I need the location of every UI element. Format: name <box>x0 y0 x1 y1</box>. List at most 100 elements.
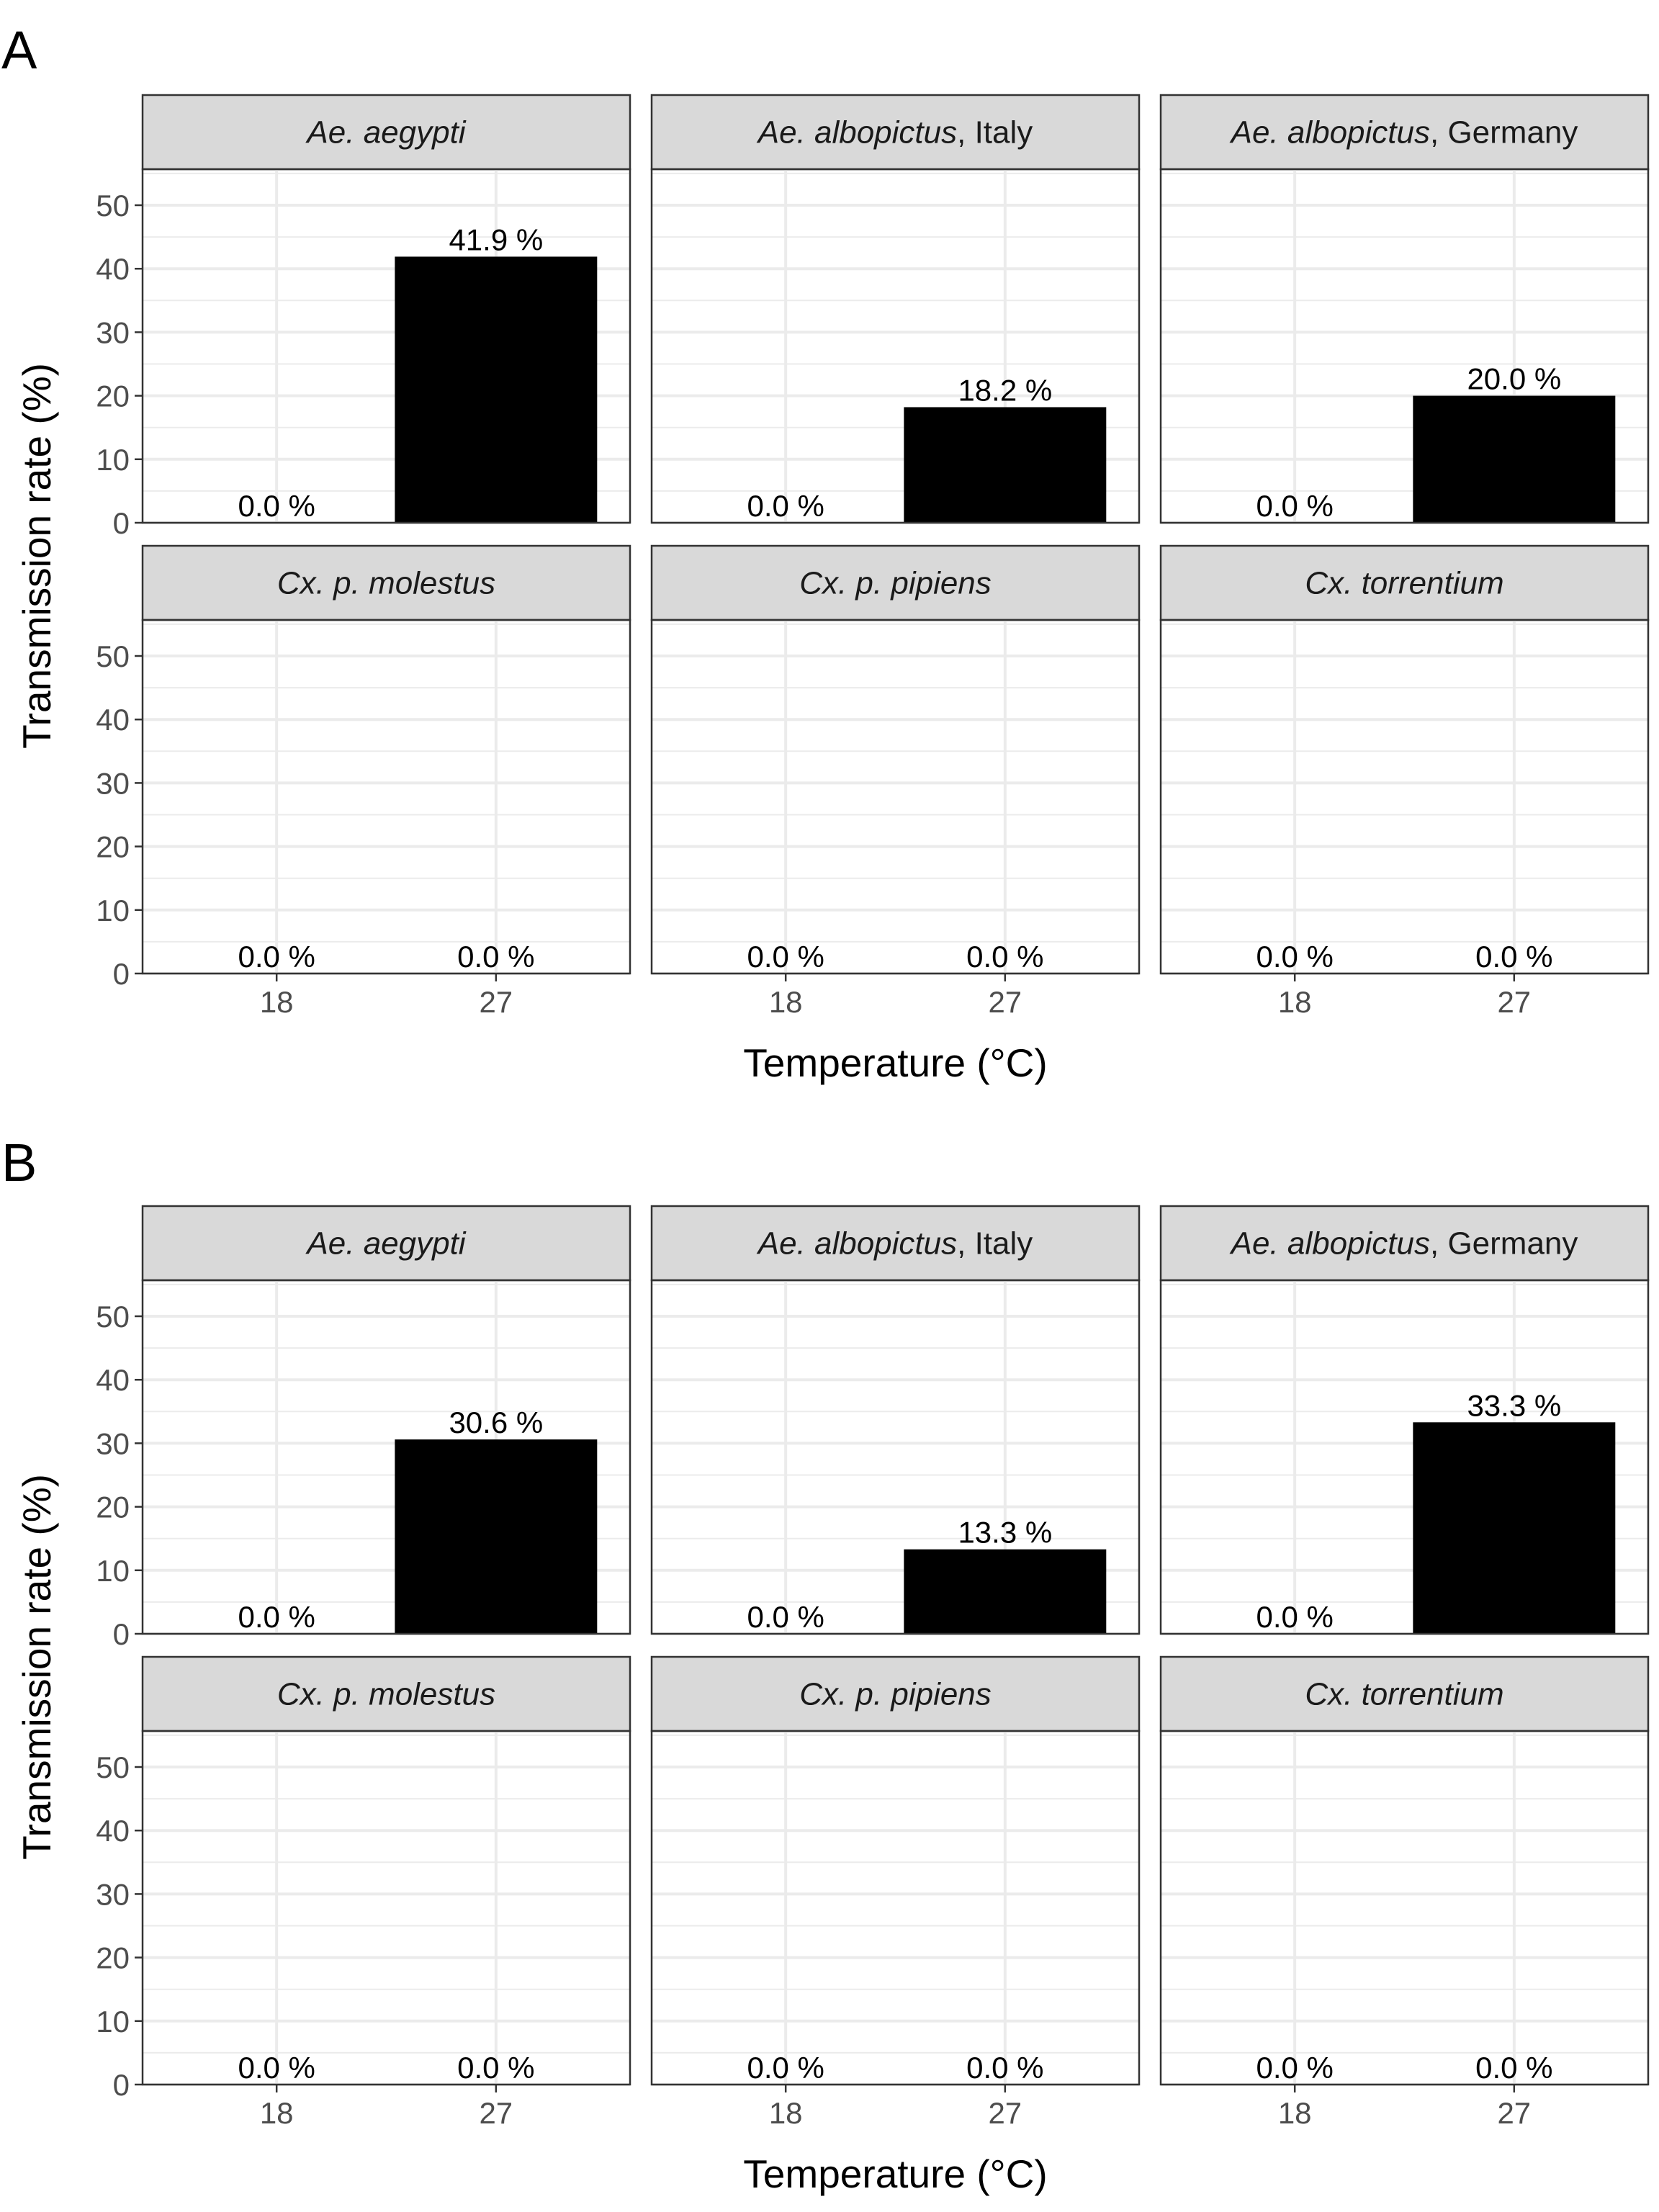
facet: Cx. p. molestus 0.0 % 0.0 % 0 10 20 30 40 50 18 27 <box>96 544 631 1019</box>
y-tick-label: 20 <box>96 1941 130 1975</box>
data-label: 0.0 % <box>457 940 534 974</box>
data-label: 13.3 % <box>958 1516 1052 1550</box>
facet: Ae. albopictus, Germany 0.0 % 33.3 % <box>1159 1205 1650 1635</box>
data-label: 0.0 % <box>1256 489 1333 523</box>
facet: Ae. aegypti 0.0 % 30.6 % 0 10 20 30 40 50 <box>96 1205 631 1651</box>
panel-frame <box>141 168 631 524</box>
data-label: 41.9 % <box>449 222 543 256</box>
facet-strip <box>141 1205 631 1282</box>
facet: Cx. p. pipiens 0.0 % 0.0 % 18 27 <box>650 544 1141 1019</box>
x-tick-label: 27 <box>988 985 1022 1019</box>
facet-title: Ae. aegypti <box>305 115 466 150</box>
facet: Cx. p. pipiens 0.0 % 0.0 % 18 27 <box>650 1655 1141 2130</box>
y-tick-label: 20 <box>96 379 130 413</box>
x-tick-label: 18 <box>260 2096 294 2130</box>
y-tick-label: 30 <box>96 1877 130 1911</box>
facet-title-species: Cx. p. pipiens <box>799 1677 992 1712</box>
x-tick-label: 18 <box>1278 2096 1312 2130</box>
facet-title-species: Cx. torrentium <box>1305 1677 1503 1712</box>
x-axis-title: Temperature (°C) <box>743 1040 1047 1085</box>
facet: Cx. torrentium 0.0 % 0.0 % 18 27 <box>1159 1655 1650 2130</box>
facet-title-species: Cx. p. molestus <box>277 1677 495 1712</box>
facet-title-species: Ae. albopictus <box>1229 1226 1430 1262</box>
y-tick-label: 0 <box>113 506 130 540</box>
facet-title-species: Ae. albopictus <box>756 1226 957 1262</box>
data-label: 0.0 % <box>747 940 824 974</box>
facet-title-species: Cx. p. molestus <box>277 566 495 601</box>
panel-frame <box>141 1279 631 1635</box>
data-label: 0.0 % <box>238 940 315 974</box>
data-label: 0.0 % <box>1256 1600 1333 1634</box>
x-tick-label: 27 <box>988 2096 1022 2130</box>
bar-27 <box>904 407 1107 523</box>
data-label: 0.0 % <box>1475 940 1552 974</box>
y-axis-title: Transmission rate (%) <box>14 363 59 749</box>
facet-title: Ae. albopictus, Italy <box>756 115 1033 150</box>
panel-frame <box>141 1730 631 2086</box>
y-axis-title: Transmission rate (%) <box>14 1474 59 1860</box>
data-label: 0.0 % <box>238 2051 315 2085</box>
data-label: 20.0 % <box>1467 362 1561 396</box>
y-tick-label: 50 <box>96 1300 130 1334</box>
y-tick-label: 20 <box>96 1491 130 1524</box>
bar-27 <box>904 1549 1107 1634</box>
y-tick-label: 40 <box>96 703 130 737</box>
facet-title-species: Ae. aegypti <box>305 115 466 150</box>
data-label: 0.0 % <box>747 489 824 523</box>
x-tick-label: 27 <box>479 2096 513 2130</box>
facet-title-species: Ae. albopictus <box>1229 115 1430 150</box>
y-tick-label: 10 <box>96 1554 130 1588</box>
panel-frame <box>650 1730 1141 2086</box>
data-label: 0.0 % <box>747 2051 824 2085</box>
data-label: 0.0 % <box>1256 2051 1333 2085</box>
panel-frame <box>1159 168 1650 524</box>
facet-title: Cx. p. pipiens <box>799 566 992 601</box>
data-label: 33.3 % <box>1467 1388 1561 1422</box>
y-tick-label: 50 <box>96 1750 130 1784</box>
data-label: 0.0 % <box>966 940 1043 974</box>
facet-strip <box>141 1655 631 1732</box>
facet-title: Cx. torrentium <box>1305 1677 1503 1712</box>
y-tick-label: 40 <box>96 1814 130 1848</box>
bar-27 <box>1413 395 1616 523</box>
facet-strip <box>141 94 631 171</box>
y-tick-label: 50 <box>96 639 130 673</box>
facet-title: Ae. albopictus, Germany <box>1229 115 1578 150</box>
facet-strip <box>650 1655 1141 1732</box>
data-label: 0.0 % <box>238 1600 315 1634</box>
y-tick-label: 10 <box>96 894 130 927</box>
facet-strip <box>141 544 631 621</box>
x-axis-title: Temperature (°C) <box>743 2152 1047 2196</box>
y-tick-label: 40 <box>96 252 130 286</box>
panel-frame <box>650 1279 1141 1635</box>
facet: Cx. torrentium 0.0 % 0.0 % 18 27 <box>1159 544 1650 1019</box>
bar-27 <box>395 1439 598 1634</box>
facet-title-origin: , Italy <box>957 1226 1033 1262</box>
facet-title: Ae. albopictus, Germany <box>1229 1226 1578 1262</box>
facet: Ae. albopictus, Italy 0.0 % 13.3 % <box>650 1205 1141 1635</box>
facet-title: Cx. p. molestus <box>277 566 495 601</box>
data-label: 0.0 % <box>966 2051 1043 2085</box>
facet-title-origin: , Italy <box>957 115 1033 150</box>
facet-title: Cx. p. molestus <box>277 1677 495 1712</box>
facet-title: Ae. albopictus, Italy <box>756 1226 1033 1262</box>
y-tick-label: 0 <box>113 957 130 991</box>
panel-letter: A <box>1 20 37 80</box>
y-tick-label: 10 <box>96 443 130 477</box>
facet-title-species: Cx. torrentium <box>1305 566 1503 601</box>
data-label: 0.0 % <box>1475 2051 1552 2085</box>
data-label: 0.0 % <box>747 1600 824 1634</box>
y-tick-label: 0 <box>113 2068 130 2102</box>
data-label: 0.0 % <box>457 2051 534 2085</box>
y-tick-label: 40 <box>96 1363 130 1397</box>
facet-strip <box>1159 1205 1650 1282</box>
facet-strip <box>650 544 1141 621</box>
facet-title-species: Ae. albopictus <box>756 115 957 150</box>
data-label: 0.0 % <box>238 489 315 523</box>
facet-title-species: Cx. p. pipiens <box>799 566 992 601</box>
y-tick-label: 30 <box>96 1426 130 1460</box>
x-tick-label: 18 <box>260 985 294 1019</box>
y-tick-label: 30 <box>96 315 130 349</box>
data-label: 18.2 % <box>958 373 1052 407</box>
